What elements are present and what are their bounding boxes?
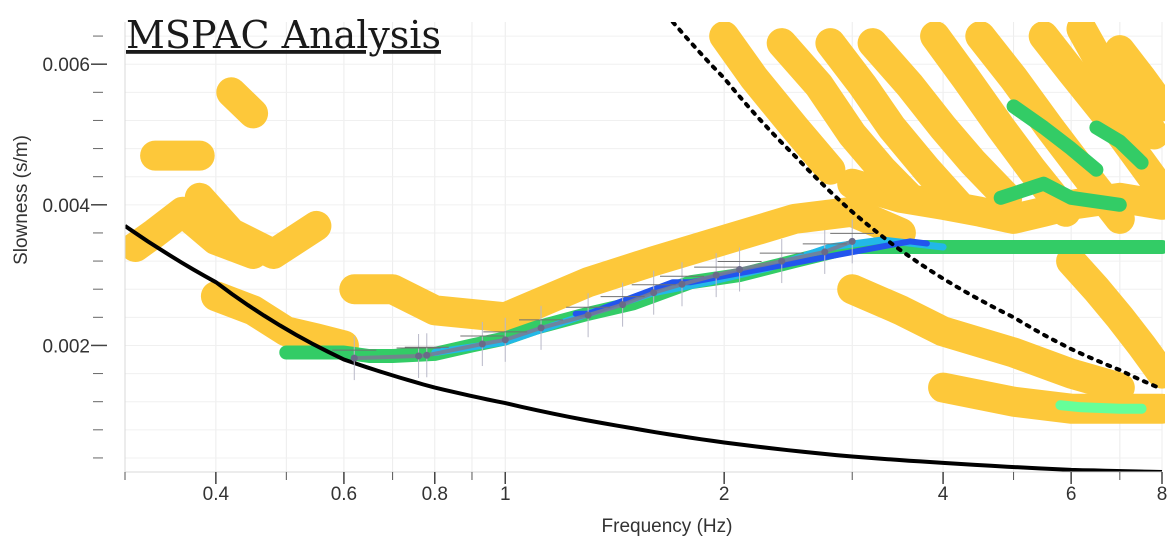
picked-dispersion-curve xyxy=(332,219,875,381)
y-tick-label: 0.006 xyxy=(42,55,90,76)
x-axis-label: Frequency (Hz) xyxy=(602,516,733,537)
energy-band-mid xyxy=(1006,99,1104,177)
picked-point xyxy=(650,289,658,297)
y-axis-label: Slowness (s/m) xyxy=(11,135,32,265)
energy-band-low xyxy=(339,196,916,333)
picked-point xyxy=(415,352,423,360)
picked-point xyxy=(350,354,358,362)
energy-band-mid xyxy=(993,176,1127,212)
picked-point xyxy=(821,248,829,256)
picked-point xyxy=(423,351,431,359)
limit-curves xyxy=(125,22,1164,472)
x-tick-label: 8 xyxy=(1157,484,1168,505)
energy-band-low xyxy=(200,281,359,361)
limit-curve-dotted xyxy=(670,22,1164,391)
energy-band-low xyxy=(837,274,1135,403)
picked-point xyxy=(678,280,686,288)
picked-point xyxy=(848,237,856,245)
energy-band-low xyxy=(815,28,974,220)
axes: 0.4 0.6 0.8 1 2 4 6 8 0.002 0.004 0.006 xyxy=(42,22,1167,505)
picked-point xyxy=(619,301,627,309)
energy-band-mid xyxy=(1089,120,1149,170)
x-tick-label: 1 xyxy=(500,484,511,505)
chart-title: MSPAC Analysis xyxy=(126,13,441,57)
picked-point xyxy=(478,340,486,348)
energy-band-mid-high xyxy=(1055,400,1147,414)
energy-band-low xyxy=(184,182,332,269)
x-tick-label: 6 xyxy=(1066,484,1077,505)
x-tick-label: 4 xyxy=(938,484,949,505)
picked-point xyxy=(778,257,786,265)
energy-band-low xyxy=(1066,22,1165,150)
x-tick-label: 0.4 xyxy=(203,484,230,505)
energy-band-low xyxy=(709,22,846,185)
picked-point xyxy=(537,324,545,332)
energy-band-low xyxy=(1056,246,1165,389)
energy-band-low xyxy=(216,77,269,129)
energy-band-low xyxy=(1028,22,1165,206)
picked-point xyxy=(501,336,509,344)
x-tick-label: 2 xyxy=(719,484,730,505)
labels: MSPAC Analysis Frequency (Hz) Slowness (… xyxy=(11,13,732,537)
y-tick-label: 0.002 xyxy=(42,336,90,357)
limit-curve-solid xyxy=(125,224,1163,472)
y-tick-label: 0.004 xyxy=(42,196,90,217)
x-tick-label: 0.8 xyxy=(422,484,448,505)
picked-point xyxy=(736,266,744,273)
energy-band-low xyxy=(1104,35,1165,122)
picked-point xyxy=(584,311,592,319)
picked-point xyxy=(712,271,720,279)
energy-band-low xyxy=(766,28,925,213)
energy-band-low xyxy=(857,28,1023,213)
x-tick-label: 0.6 xyxy=(331,484,357,505)
energy-density-bands xyxy=(125,22,1165,424)
